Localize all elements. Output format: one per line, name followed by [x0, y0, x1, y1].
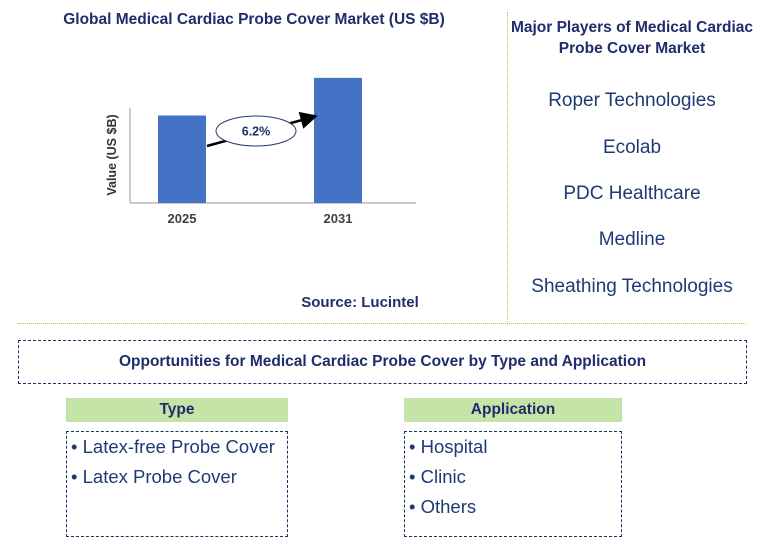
type-header: Type	[66, 398, 288, 422]
application-item: • Clinic	[409, 466, 466, 487]
cagr-label: 6.2%	[242, 125, 271, 139]
application-list: • Hospital • Clinic • Others	[404, 431, 622, 537]
bar-chart: Value (US $B) 2025 2031 6.2%	[105, 77, 416, 226]
type-panel: Type	[66, 398, 288, 422]
application-item: • Others	[409, 496, 477, 517]
application-header: Application	[404, 398, 622, 422]
bar-2031	[314, 77, 362, 203]
cagr-bubble	[215, 115, 297, 147]
opportunities-title: Opportunities for Medical Cardiac Probe …	[18, 340, 747, 384]
application-panel: Application	[404, 398, 622, 422]
type-item: • Latex Probe Cover	[71, 466, 237, 487]
x-tick-label: 2025	[168, 211, 197, 226]
player-item: Roper Technologies	[548, 90, 716, 111]
application-item: • Hospital	[409, 436, 488, 457]
bar-2025	[158, 115, 206, 203]
x-tick-label: 2031	[324, 211, 353, 226]
player-item: PDC Healthcare	[563, 183, 701, 204]
opportunities-title-text: Opportunities for Medical Cardiac Probe …	[118, 353, 647, 370]
type-list: • Latex-free Probe Cover • Latex Probe C…	[66, 431, 288, 537]
source-label: Source: Lucintel	[301, 294, 419, 311]
player-item: Ecolab	[602, 137, 662, 158]
players-title: Major Players of Medical Cardiac Probe C…	[510, 19, 754, 57]
type-item: • Latex-free Probe Cover	[71, 436, 275, 457]
chart-title: Global Medical Cardiac Probe Cover Marke…	[63, 11, 445, 28]
player-item: Sheathing Technologies	[531, 276, 733, 297]
y-axis-label: Value (US $B)	[105, 114, 119, 195]
horizontal-separator	[18, 323, 746, 324]
player-item: Medline	[598, 229, 666, 250]
vertical-separator	[507, 12, 508, 324]
